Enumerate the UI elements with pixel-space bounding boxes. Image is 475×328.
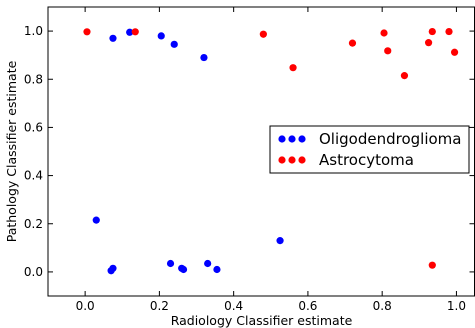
legend-marker-oligodendroglioma-2: [298, 135, 306, 143]
legend-entry-oligodendroglioma: Oligodendroglioma: [278, 130, 461, 148]
legend-marker-astrocytoma-2: [298, 156, 306, 164]
x-tick-label-5: 1.0: [447, 299, 466, 313]
x-axis-label: Radiology Classifier estimate: [171, 313, 353, 328]
tick-labels: 0.0 0.2 0.4 0.6 0.8 1.0 0.0 0.2 0.4 0.6 0.8 1.0: [24, 24, 466, 313]
point-astrocytoma-2: [259, 30, 267, 38]
point-oligodendroglioma-5: [92, 216, 100, 224]
legend-marker-oligodendroglioma-0: [278, 135, 286, 143]
point-astrocytoma-10: [445, 27, 453, 36]
point-oligodendroglioma-11: [179, 265, 188, 274]
x-tick-label-2: 0.4: [224, 299, 243, 313]
point-astrocytoma-3: [289, 64, 297, 72]
legend-markers-astrocytoma: [278, 156, 306, 164]
y-axis-label: Pathology Classifier estimate: [4, 60, 19, 242]
y-tick-label-2: 0.4: [24, 169, 43, 183]
point-astrocytoma-1: [131, 28, 139, 36]
point-oligodendroglioma-6: [276, 237, 284, 245]
point-astrocytoma-4: [348, 39, 357, 47]
x-tick-label-3: 0.6: [298, 299, 317, 313]
point-astrocytoma-7: [400, 72, 409, 80]
y-tick-label-0: 0.0: [24, 265, 43, 279]
legend-markers-oligodendroglioma: [278, 135, 306, 143]
point-astrocytoma-5: [380, 29, 388, 37]
point-oligodendroglioma-3: [170, 40, 178, 48]
point-astrocytoma-8: [424, 39, 433, 47]
axis-ticks: [48, 7, 475, 296]
y-tick-label-3: 0.6: [24, 120, 43, 134]
legend-label-astrocytoma: Astrocytoma: [319, 151, 414, 169]
legend-label-oligodendroglioma: Oligodendroglioma: [319, 130, 461, 148]
point-oligodendroglioma-13: [213, 265, 221, 274]
x-tick-label-0: 0.0: [76, 299, 95, 313]
point-oligodendroglioma-12: [204, 259, 212, 268]
legend-box: [269, 125, 470, 174]
point-astrocytoma-6: [384, 47, 392, 55]
point-astrocytoma-9: [428, 27, 436, 36]
x-tick-label-4: 0.8: [373, 299, 392, 313]
point-astrocytoma-12: [428, 261, 436, 269]
point-oligodendroglioma-4: [200, 53, 208, 62]
legend-entry-astrocytoma: Astrocytoma: [278, 151, 414, 169]
legend-marker-oligodendroglioma-1: [288, 135, 296, 143]
point-oligodendroglioma-9: [166, 259, 175, 268]
point-oligodendroglioma-1: [126, 28, 134, 36]
point-astrocytoma-0: [83, 28, 91, 36]
point-oligodendroglioma-2: [157, 32, 165, 40]
legend-marker-astrocytoma-0: [278, 156, 286, 164]
legend-marker-astrocytoma-1: [288, 156, 296, 164]
y-tick-label-4: 0.8: [24, 72, 43, 86]
point-oligodendroglioma-8: [109, 264, 117, 272]
point-oligodendroglioma-0: [109, 34, 117, 42]
point-astrocytoma-11: [450, 48, 459, 56]
y-tick-label-5: 1.0: [24, 24, 43, 38]
data-points: [83, 27, 459, 275]
y-tick-label-1: 0.2: [24, 217, 43, 231]
x-tick-label-1: 0.2: [150, 299, 169, 313]
legend: Oligodendroglioma Astrocytoma: [269, 125, 470, 174]
